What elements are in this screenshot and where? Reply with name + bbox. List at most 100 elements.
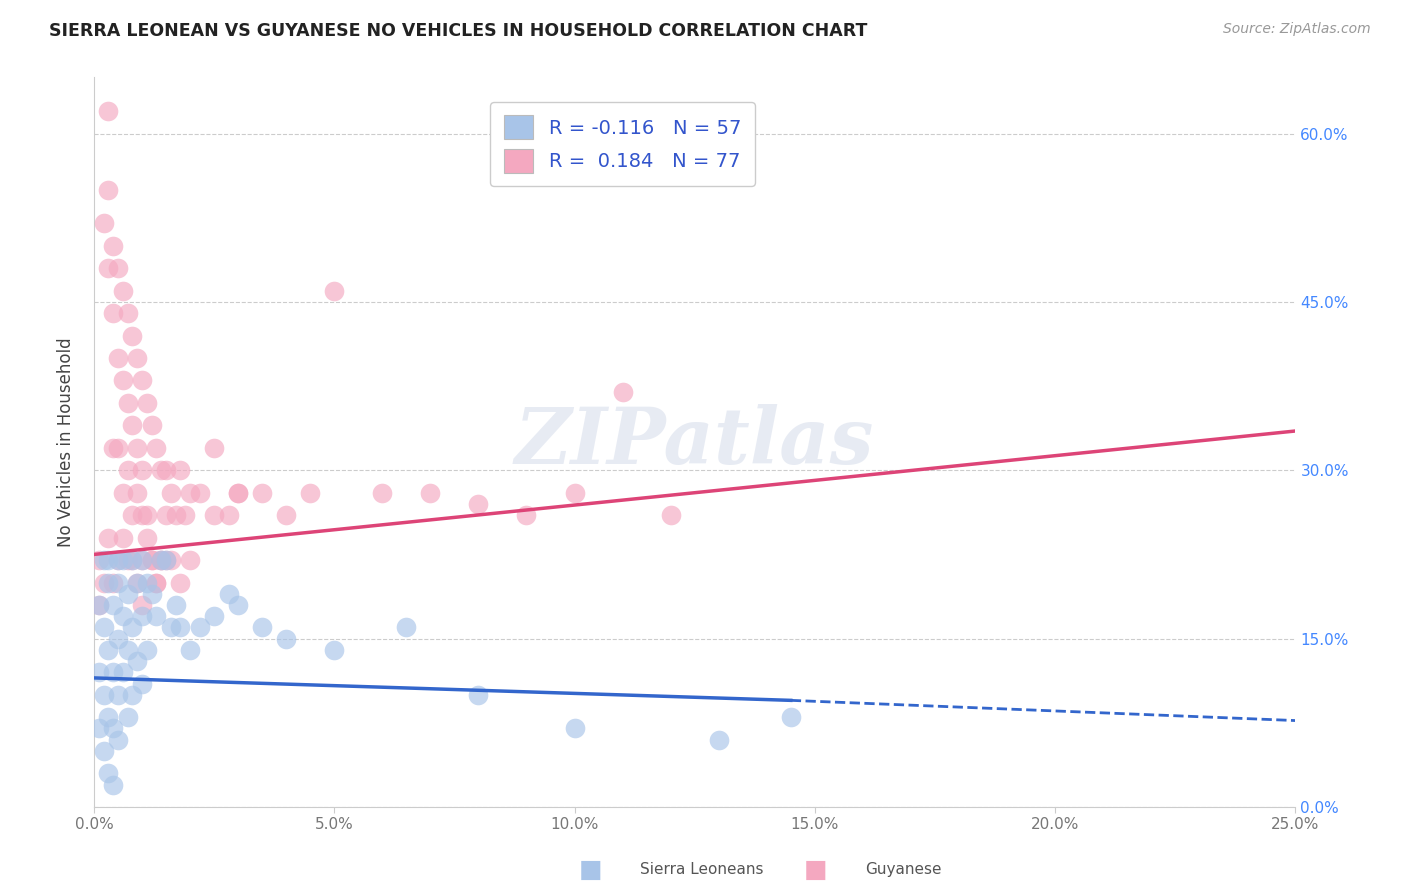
Point [276,508,298,523]
Point [131,553,153,567]
Point [101,575,124,590]
Point [299,485,322,500]
Point [131,598,153,612]
Point [131,508,153,523]
Point [101,441,124,455]
Point [779,710,801,724]
Point [107,553,129,567]
Point [87,598,110,612]
Point [127,575,149,590]
Point [202,609,225,624]
Point [111,284,134,298]
Point [218,587,240,601]
Point [150,463,173,477]
Point [121,688,143,702]
Point [141,587,163,601]
Point [141,553,163,567]
Point [159,485,181,500]
Point [131,463,153,477]
Point [121,553,143,567]
Point [107,261,129,276]
Point [165,598,187,612]
Point [250,485,273,500]
Point [111,665,134,680]
Text: ■: ■ [579,858,602,881]
Point [107,441,129,455]
Point [97,710,120,724]
Point [131,609,153,624]
Point [179,643,201,657]
Point [87,722,110,736]
Point [145,575,167,590]
Point [155,553,177,567]
Point [226,598,249,612]
Point [250,620,273,634]
Point [135,396,157,410]
Point [145,441,167,455]
Point [188,620,211,634]
Point [155,463,177,477]
Point [87,598,110,612]
Point [107,553,129,567]
Point [127,654,149,668]
Point [97,261,120,276]
Point [169,463,191,477]
Point [226,485,249,500]
Point [169,620,191,634]
Point [93,575,115,590]
Point [323,284,346,298]
Point [131,676,153,690]
Point [515,508,537,523]
Point [87,553,110,567]
Point [155,553,177,567]
Point [117,587,139,601]
Point [202,508,225,523]
Point [107,575,129,590]
Point [707,732,730,747]
Point [179,553,201,567]
Point [117,396,139,410]
Point [467,497,489,511]
Point [145,575,167,590]
Point [97,183,120,197]
Point [117,463,139,477]
Point [150,553,173,567]
Point [117,643,139,657]
Point [141,418,163,433]
Text: SIERRA LEONEAN VS GUYANESE NO VEHICLES IN HOUSEHOLD CORRELATION CHART: SIERRA LEONEAN VS GUYANESE NO VEHICLES I… [49,22,868,40]
Point [97,575,120,590]
Point [165,508,187,523]
Point [188,485,211,500]
Point [135,643,157,657]
Point [159,553,181,567]
Point [107,732,129,747]
Point [127,575,149,590]
Point [155,508,177,523]
Point [150,553,173,567]
Point [141,553,163,567]
Text: Sierra Leoneans: Sierra Leoneans [640,863,763,877]
Text: ZIPatlas: ZIPatlas [515,404,875,481]
Point [117,553,139,567]
Point [218,508,240,523]
Point [564,722,586,736]
Point [202,441,225,455]
Point [612,384,634,399]
Point [93,744,115,758]
Point [659,508,682,523]
Point [135,575,157,590]
Point [127,441,149,455]
Point [97,553,120,567]
Point [121,620,143,634]
Text: ■: ■ [804,858,827,881]
Point [101,722,124,736]
Point [93,620,115,634]
Point [135,531,157,545]
Point [145,609,167,624]
Point [111,374,134,388]
Point [87,665,110,680]
Point [111,609,134,624]
Point [101,778,124,792]
Point [467,688,489,702]
Point [97,531,120,545]
